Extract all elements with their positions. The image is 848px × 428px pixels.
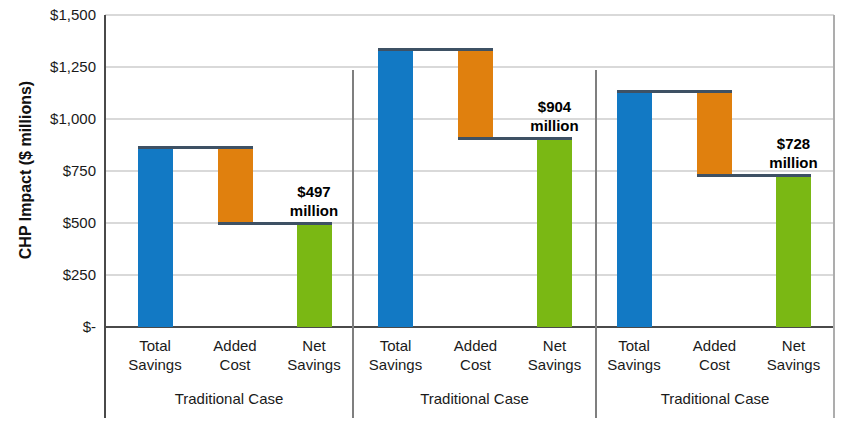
category-label: NetSavings bbox=[510, 336, 600, 374]
category-label-line: Added bbox=[670, 336, 760, 355]
bar-added-cost bbox=[697, 92, 732, 176]
group-label: Traditional Case bbox=[596, 389, 834, 408]
category-label: NetSavings bbox=[749, 336, 839, 374]
x-axis-line bbox=[104, 326, 834, 328]
bar-total-savings bbox=[378, 49, 413, 327]
connector-line-net bbox=[218, 222, 332, 225]
category-label: AddedCost bbox=[190, 336, 280, 374]
gridline-1500 bbox=[105, 14, 834, 16]
net-savings-annotation: $728million bbox=[734, 134, 848, 172]
category-label: TotalSavings bbox=[110, 336, 200, 374]
category-label-line: Added bbox=[431, 336, 521, 355]
category-label-line: Total bbox=[351, 336, 441, 355]
bar-net-savings bbox=[776, 176, 811, 327]
net-savings-annotation: $497million bbox=[254, 182, 374, 220]
category-label-line: Added bbox=[190, 336, 280, 355]
group-label: Traditional Case bbox=[105, 389, 353, 408]
category-label-line: Savings bbox=[110, 355, 200, 374]
annotation-line: $497 bbox=[254, 182, 374, 201]
category-label: AddedCost bbox=[670, 336, 760, 374]
connector-line-net bbox=[458, 137, 572, 140]
bar-net-savings bbox=[297, 224, 332, 327]
chp-impact-chart: CHP Impact ($ millions) $-$250$500$750$1… bbox=[0, 0, 848, 428]
category-label: AddedCost bbox=[431, 336, 521, 374]
category-label-line: Savings bbox=[749, 355, 839, 374]
annotation-line: million bbox=[495, 116, 615, 135]
category-label-line: Cost bbox=[190, 355, 280, 374]
annotation-line: million bbox=[734, 153, 848, 172]
y-tick-label: $250 bbox=[8, 266, 96, 284]
category-label: NetSavings bbox=[269, 336, 359, 374]
category-label-line: Total bbox=[589, 336, 679, 355]
category-label-line: Net bbox=[510, 336, 600, 355]
gridline-250 bbox=[105, 274, 834, 276]
y-tick-label: $1,250 bbox=[8, 58, 96, 76]
connector-line-net bbox=[697, 174, 811, 177]
bar-net-savings bbox=[537, 139, 572, 327]
connector-line-total bbox=[378, 48, 493, 51]
y-tick-label: $- bbox=[8, 318, 96, 336]
category-label-line: Savings bbox=[269, 355, 359, 374]
group-label: Traditional Case bbox=[353, 389, 596, 408]
category-label-line: Savings bbox=[351, 355, 441, 374]
connector-line-total bbox=[138, 146, 253, 149]
connector-line-total bbox=[617, 90, 733, 93]
category-label-line: Cost bbox=[670, 355, 760, 374]
category-label-line: Savings bbox=[510, 355, 600, 374]
category-label-line: Cost bbox=[431, 355, 521, 374]
bar-total-savings bbox=[617, 92, 652, 327]
annotation-line: million bbox=[254, 201, 374, 220]
category-label: TotalSavings bbox=[589, 336, 679, 374]
category-label-line: Total bbox=[110, 336, 200, 355]
category-label-line: Net bbox=[269, 336, 359, 355]
y-tick-label: $1,000 bbox=[8, 110, 96, 128]
y-tick-label: $500 bbox=[8, 214, 96, 232]
y-axis-line bbox=[104, 15, 106, 418]
gridline-500 bbox=[105, 222, 834, 224]
bar-added-cost bbox=[458, 49, 493, 139]
bar-added-cost bbox=[218, 147, 253, 224]
y-tick-label: $750 bbox=[8, 162, 96, 180]
bar-total-savings bbox=[138, 147, 173, 327]
category-label-line: Savings bbox=[589, 355, 679, 374]
net-savings-annotation: $904million bbox=[495, 97, 615, 135]
y-tick-label: $1,500 bbox=[8, 6, 96, 24]
annotation-line: $904 bbox=[495, 97, 615, 116]
annotation-line: $728 bbox=[734, 134, 848, 153]
category-label-line: Net bbox=[749, 336, 839, 355]
category-label: TotalSavings bbox=[351, 336, 441, 374]
